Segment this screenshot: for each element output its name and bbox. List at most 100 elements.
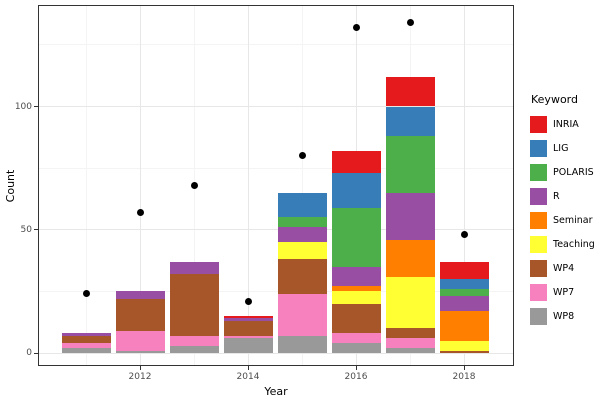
legend-label-WP4: WP4 — [553, 262, 575, 274]
legend-swatch-WP4-icon — [530, 259, 547, 277]
legend-item-Teaching: Teaching — [530, 232, 595, 256]
bar-segment-2016-WP8 — [331, 343, 381, 353]
y-tick — [34, 229, 38, 231]
data-point-2011 — [82, 290, 90, 298]
bar-segment-2012-WP8 — [115, 350, 165, 353]
bar-segment-2017-LIG — [385, 106, 435, 137]
legend-swatch-R-icon — [530, 187, 547, 205]
legend-label-WP8: WP8 — [553, 310, 575, 322]
data-point-2017 — [406, 19, 414, 27]
legend-item-LIG: LIG — [530, 136, 595, 160]
bar-segment-2015-Teaching — [277, 242, 327, 260]
gridline-y-major — [39, 229, 513, 231]
x-axis-title: Year — [264, 385, 288, 398]
bar-segment-2016-WP7 — [331, 333, 381, 344]
legend-label-Teaching: Teaching — [553, 238, 595, 250]
bar-segment-2014-WP8 — [223, 338, 273, 353]
bar-segment-2015-WP8 — [277, 335, 327, 353]
legend-label-Seminar: Seminar — [553, 214, 593, 226]
x-tick — [463, 366, 465, 370]
data-point-2013 — [190, 181, 198, 189]
legend-label-LIG: LIG — [553, 142, 569, 154]
bar-segment-2011-R — [61, 333, 111, 336]
legend-item-WP8: WP8 — [530, 304, 595, 328]
legend-label-WP7: WP7 — [553, 286, 575, 298]
gridline-x-minor — [301, 6, 303, 365]
legend-swatch-WP8-icon — [530, 307, 547, 325]
bar-segment-2012-WP4 — [115, 298, 165, 331]
bar-segment-2018-R — [439, 296, 489, 312]
bar-segment-2016-LIG — [331, 173, 381, 208]
gridline-x-major — [463, 6, 465, 365]
x-tick-label: 2014 — [236, 372, 260, 382]
bar-segment-2017-R — [385, 192, 435, 240]
legend-title: Keyword — [531, 93, 578, 106]
legend: Keyword INRIA LIG POLARIS R Seminar Teaching W… — [530, 93, 595, 328]
bar-segment-2015-WP4 — [277, 259, 327, 294]
bar-segment-2011-WP8 — [61, 348, 111, 353]
bar-segment-2014-INRIA — [223, 316, 273, 319]
gridline-x-major — [247, 6, 249, 365]
bar-segment-2013-WP7 — [169, 335, 219, 346]
legend-label-POLARIS: POLARIS — [553, 166, 594, 178]
legend-swatch-Teaching-icon — [530, 235, 547, 253]
y-tick-label: 50 — [20, 224, 32, 235]
bar-segment-2014-WP4 — [223, 320, 273, 336]
bar-segment-2012-R — [115, 291, 165, 299]
bar-segment-2012-WP7 — [115, 330, 165, 351]
bar-segment-2014-R — [223, 318, 273, 321]
bar-segment-2017-Teaching — [385, 276, 435, 329]
gridline-x-major — [139, 6, 141, 365]
bar-segment-2017-Seminar — [385, 239, 435, 277]
x-tick — [247, 366, 249, 370]
legend-item-WP7: WP7 — [530, 280, 595, 304]
x-tick — [139, 366, 141, 370]
bar-segment-2017-WP4 — [385, 328, 435, 339]
data-point-2012 — [136, 208, 144, 216]
bar-segment-2016-POLARIS — [331, 207, 381, 267]
legend-swatch-Seminar-icon — [530, 211, 547, 229]
bar-segment-2015-WP7 — [277, 293, 327, 336]
bar-segment-2015-R — [277, 227, 327, 243]
bar-segment-2014-WP7 — [223, 335, 273, 339]
bar-segment-2016-WP4 — [331, 303, 381, 334]
bar-segment-2013-WP8 — [169, 345, 219, 353]
y-axis-title: Count — [4, 169, 17, 203]
bar-segment-2017-POLARIS — [385, 136, 435, 193]
data-point-2016 — [352, 24, 360, 32]
bar-segment-2016-Seminar — [331, 286, 381, 292]
bar-segment-2016-R — [331, 266, 381, 287]
y-tick-label: 100 — [14, 101, 32, 112]
x-tick-label: 2016 — [344, 372, 368, 382]
legend-item-INRIA: INRIA — [530, 112, 595, 136]
legend-swatch-POLARIS-icon — [530, 163, 547, 181]
bar-segment-2015-LIG — [277, 192, 327, 218]
legend-swatch-LIG-icon — [530, 139, 547, 157]
gridline-y-minor — [39, 290, 513, 292]
legend-item-Seminar: Seminar — [530, 208, 595, 232]
bar-segment-2011-WP4 — [61, 335, 111, 344]
bar-segment-2018-LIG — [439, 279, 489, 289]
bar-segment-2017-WP8 — [385, 348, 435, 353]
data-point-2014 — [244, 297, 252, 305]
y-tick-label: 0 — [26, 348, 32, 358]
legend-label-INRIA: INRIA — [553, 118, 579, 130]
gridline-y-major — [39, 106, 513, 107]
x-tick-label: 2018 — [452, 372, 476, 382]
bar-segment-2018-Seminar — [439, 311, 489, 341]
legend-swatch-WP7-icon — [530, 283, 547, 301]
gridline-x-minor — [85, 6, 87, 365]
x-tick-label: 2012 — [128, 372, 152, 382]
gridline-y-minor — [39, 44, 513, 46]
legend-label-R: R — [553, 190, 560, 202]
y-tick — [34, 352, 38, 354]
x-tick — [355, 366, 357, 370]
bar-segment-2011-WP7 — [61, 343, 111, 349]
bar-segment-2017-INRIA — [385, 76, 435, 107]
bar-segment-2017-WP7 — [385, 338, 435, 349]
bar-segment-2016-Teaching — [331, 291, 381, 304]
bar-segment-2015-POLARIS — [277, 217, 327, 228]
gridline-y-major — [39, 352, 513, 354]
bar-segment-2018-INRIA — [439, 261, 489, 280]
